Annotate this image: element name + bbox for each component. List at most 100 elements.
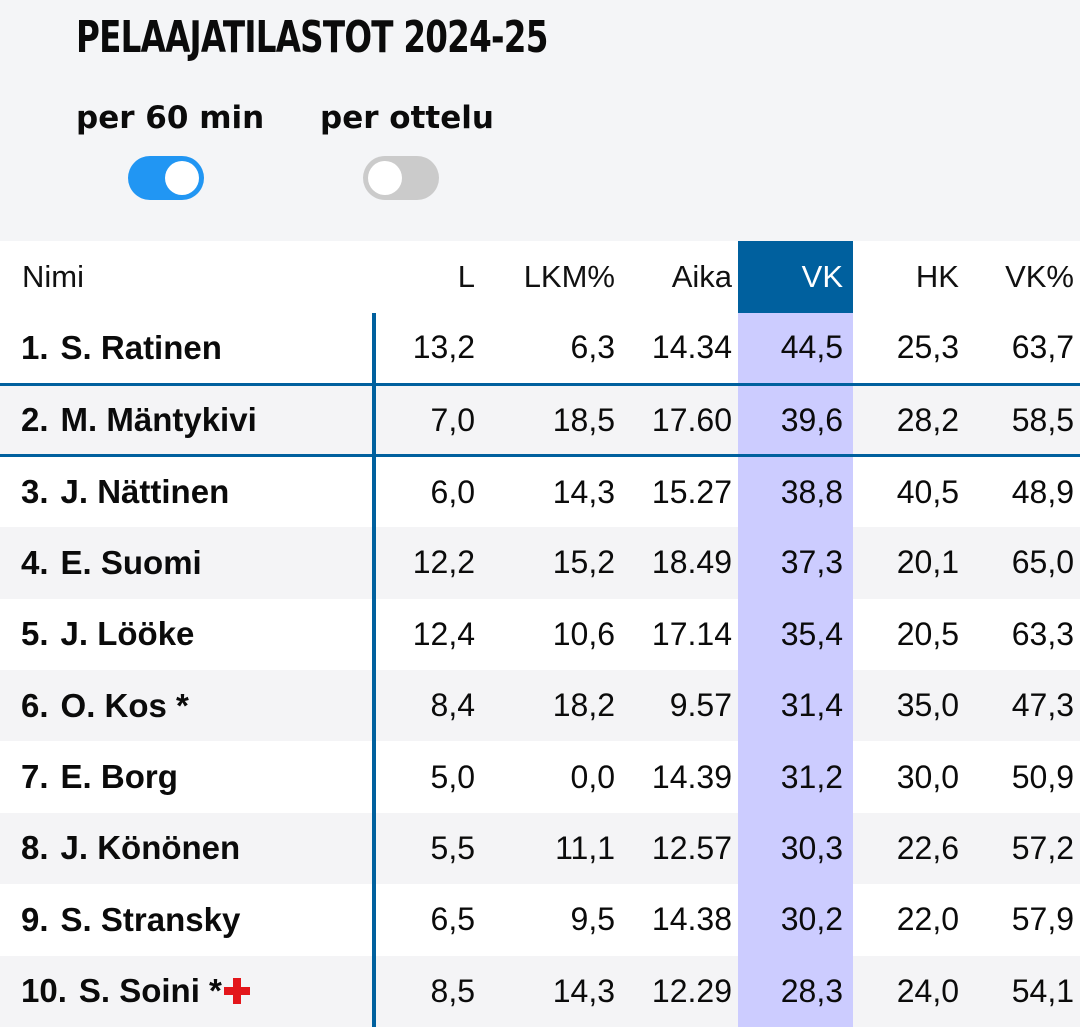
stat-cell-aika: 14.39: [651, 758, 732, 795]
stat-cell-l: 8,4: [430, 687, 475, 724]
toggle-per-game-group: per ottelu: [320, 96, 494, 200]
stat-cell-vk-percent: 47,3: [1011, 687, 1074, 724]
player-name-cell[interactable]: 2. M. Mäntykivi: [0, 384, 376, 458]
player-name[interactable]: M. Mäntykivi: [60, 401, 257, 439]
stat-cell-hk: 20,5: [896, 615, 959, 652]
player-name[interactable]: J. Nättinen: [60, 473, 230, 511]
stat-cell-hk: 24,0: [896, 972, 959, 1009]
player-name[interactable]: S. Soini: [78, 972, 200, 1010]
player-name-cell[interactable]: 4. E. Suomi: [0, 527, 376, 599]
stat-cell-lkm: 10,6: [552, 615, 615, 652]
stat-cell-aika: 17.14: [651, 615, 732, 652]
player-name-cell[interactable]: 9. S. Stransky: [0, 884, 376, 956]
stat-cell-lkm: 11,1: [555, 829, 615, 866]
table-row[interactable]: 10. S. Soini * 8,5 14,3 12.29 28,3 24,0 54,1: [0, 955, 1080, 1027]
player-name-cell[interactable]: 10. S. Soini *: [0, 955, 376, 1027]
toggle-knob: [368, 161, 402, 195]
player-name[interactable]: E. Suomi: [60, 543, 202, 581]
stat-cell-l: 7,0: [374, 384, 481, 458]
toggle-per-game-label: per ottelu: [320, 100, 494, 136]
table-row[interactable]: 8. J. Könönen 5,5 11,1 12.57 30,3 22,6 57,2: [0, 812, 1080, 885]
stat-cell-l: 6,5: [430, 901, 475, 938]
player-name[interactable]: J. Könönen: [60, 829, 241, 867]
table-row[interactable]: 7. E. Borg 5,0 0,0 14.39 31,2 30,0 50,9: [0, 741, 1080, 813]
player-marker: *: [199, 972, 222, 1010]
stat-cell-hk: 28,2: [853, 384, 965, 458]
stat-cell-vk-percent: 65,0: [1011, 544, 1074, 581]
column-header-vk-percent[interactable]: VK%: [1005, 259, 1074, 294]
player-name[interactable]: S. Stransky: [60, 900, 241, 938]
page-title: PELAAJATILASTOT 2024-25: [76, 12, 548, 63]
stat-cell-l: 12,4: [412, 615, 475, 652]
stat-cell-l: 8,5: [430, 972, 475, 1009]
stat-cell-vk: 30,3: [738, 812, 853, 885]
table-row[interactable]: 9. S. Stransky 6,5 9,5 14.38 30,2 22,0 57,9: [0, 884, 1080, 956]
stat-cell-lkm: 15,2: [552, 544, 615, 581]
stat-cell-vk: 39,6: [738, 384, 853, 458]
player-name-cell[interactable]: 7. E. Borg: [0, 741, 376, 813]
player-marker: *: [166, 686, 189, 724]
stat-cell-aika: 12.57: [651, 829, 732, 866]
player-stats-table: Nimi L LKM% Aika VK HK VK% 1. S. Ratinen 1…: [0, 241, 1080, 1027]
table-row[interactable]: 6. O. Kos * 8,4 18,2 9.57 31,4 35,0 47,3: [0, 669, 1080, 742]
stat-cell-vk-percent: 63,7: [965, 313, 1080, 386]
player-rank: 4.: [21, 543, 49, 581]
stat-cell-aika: 15.27: [651, 473, 732, 510]
stat-cell-hk: 40,5: [896, 473, 959, 510]
stat-cell-hk: 22,6: [896, 829, 959, 866]
player-name[interactable]: E. Borg: [60, 758, 178, 796]
stat-cell-vk: 38,8: [738, 455, 853, 528]
player-rank: 1.: [21, 328, 49, 366]
stat-cell-hk: 25,3: [853, 313, 965, 386]
stat-cell-l: 13,2: [374, 313, 481, 386]
toggle-per-60-group: per 60 min: [76, 96, 265, 200]
injury-cross-icon: [223, 978, 250, 1005]
stat-cell-lkm: 14,3: [552, 972, 615, 1009]
stat-cell-aika: 9.57: [669, 687, 732, 724]
table-row[interactable]: 1. S. Ratinen 13,2 6,3 14.34 44,5 25,3 63,7: [0, 313, 1080, 386]
player-name-cell[interactable]: 1. S. Ratinen: [0, 313, 376, 386]
stat-cell-lkm: 18,5: [481, 384, 621, 458]
column-header-vk[interactable]: VK: [738, 241, 853, 313]
stat-cell-aika: 12.29: [651, 972, 732, 1009]
stat-cell-vk-percent: 57,9: [1011, 901, 1074, 938]
table-row[interactable]: 4. E. Suomi 12,2 15,2 18.49 37,3 20,1 65,0: [0, 527, 1080, 599]
stat-cell-l: 12,2: [412, 544, 475, 581]
toggle-per-60-label: per 60 min: [76, 100, 265, 136]
stat-cell-l: 5,5: [430, 829, 475, 866]
stat-cell-vk: 44,5: [738, 313, 853, 386]
player-name[interactable]: J. Lööke: [60, 615, 195, 653]
column-header-lkm[interactable]: LKM%: [523, 259, 615, 294]
column-header-name[interactable]: Nimi: [22, 259, 84, 294]
stat-cell-hk: 30,0: [896, 758, 959, 795]
stat-cell-hk: 35,0: [896, 687, 959, 724]
column-header-l[interactable]: L: [457, 259, 475, 294]
player-name[interactable]: O. Kos: [60, 686, 167, 724]
player-name-cell[interactable]: 8. J. Könönen: [0, 812, 376, 885]
table-row[interactable]: 5. J. Lööke 12,4 10,6 17.14 35,4 20,5 63,3: [0, 598, 1080, 670]
stat-cell-vk-percent: 63,3: [1011, 615, 1074, 652]
stat-cell-aika: 14.38: [651, 901, 732, 938]
toggle-per-60-switch[interactable]: [128, 156, 204, 200]
player-name-cell[interactable]: 3. J. Nättinen: [0, 455, 376, 528]
toggle-per-game-switch[interactable]: [363, 156, 439, 200]
player-rank: 6.: [21, 686, 49, 724]
player-name-cell[interactable]: 5. J. Lööke: [0, 598, 376, 670]
stat-cell-vk: 35,4: [738, 598, 853, 670]
stat-cell-hk: 22,0: [896, 901, 959, 938]
player-name[interactable]: S. Ratinen: [60, 328, 222, 366]
stat-cell-l: 5,0: [430, 758, 475, 795]
player-name-cell[interactable]: 6. O. Kos *: [0, 669, 376, 742]
column-header-aika[interactable]: Aika: [671, 259, 732, 294]
stat-cell-lkm: 9,5: [570, 901, 615, 938]
stat-cell-vk: 31,4: [738, 669, 853, 742]
stat-cell-lkm: 6,3: [481, 313, 621, 386]
stat-cell-vk-percent: 48,9: [1011, 473, 1074, 510]
stat-cell-aika: 17.60: [621, 384, 738, 458]
column-header-hk[interactable]: HK: [915, 259, 959, 294]
player-rank: 5.: [21, 615, 49, 653]
player-rank: 8.: [21, 829, 49, 867]
table-row[interactable]: 3. J. Nättinen 6,0 14,3 15.27 38,8 40,5 48,9: [0, 455, 1080, 528]
stat-cell-vk: 28,3: [738, 955, 853, 1027]
table-row[interactable]: 2. M. Mäntykivi 7,0 18,5 17.60 39,6 28,2 58,5: [0, 384, 1080, 458]
